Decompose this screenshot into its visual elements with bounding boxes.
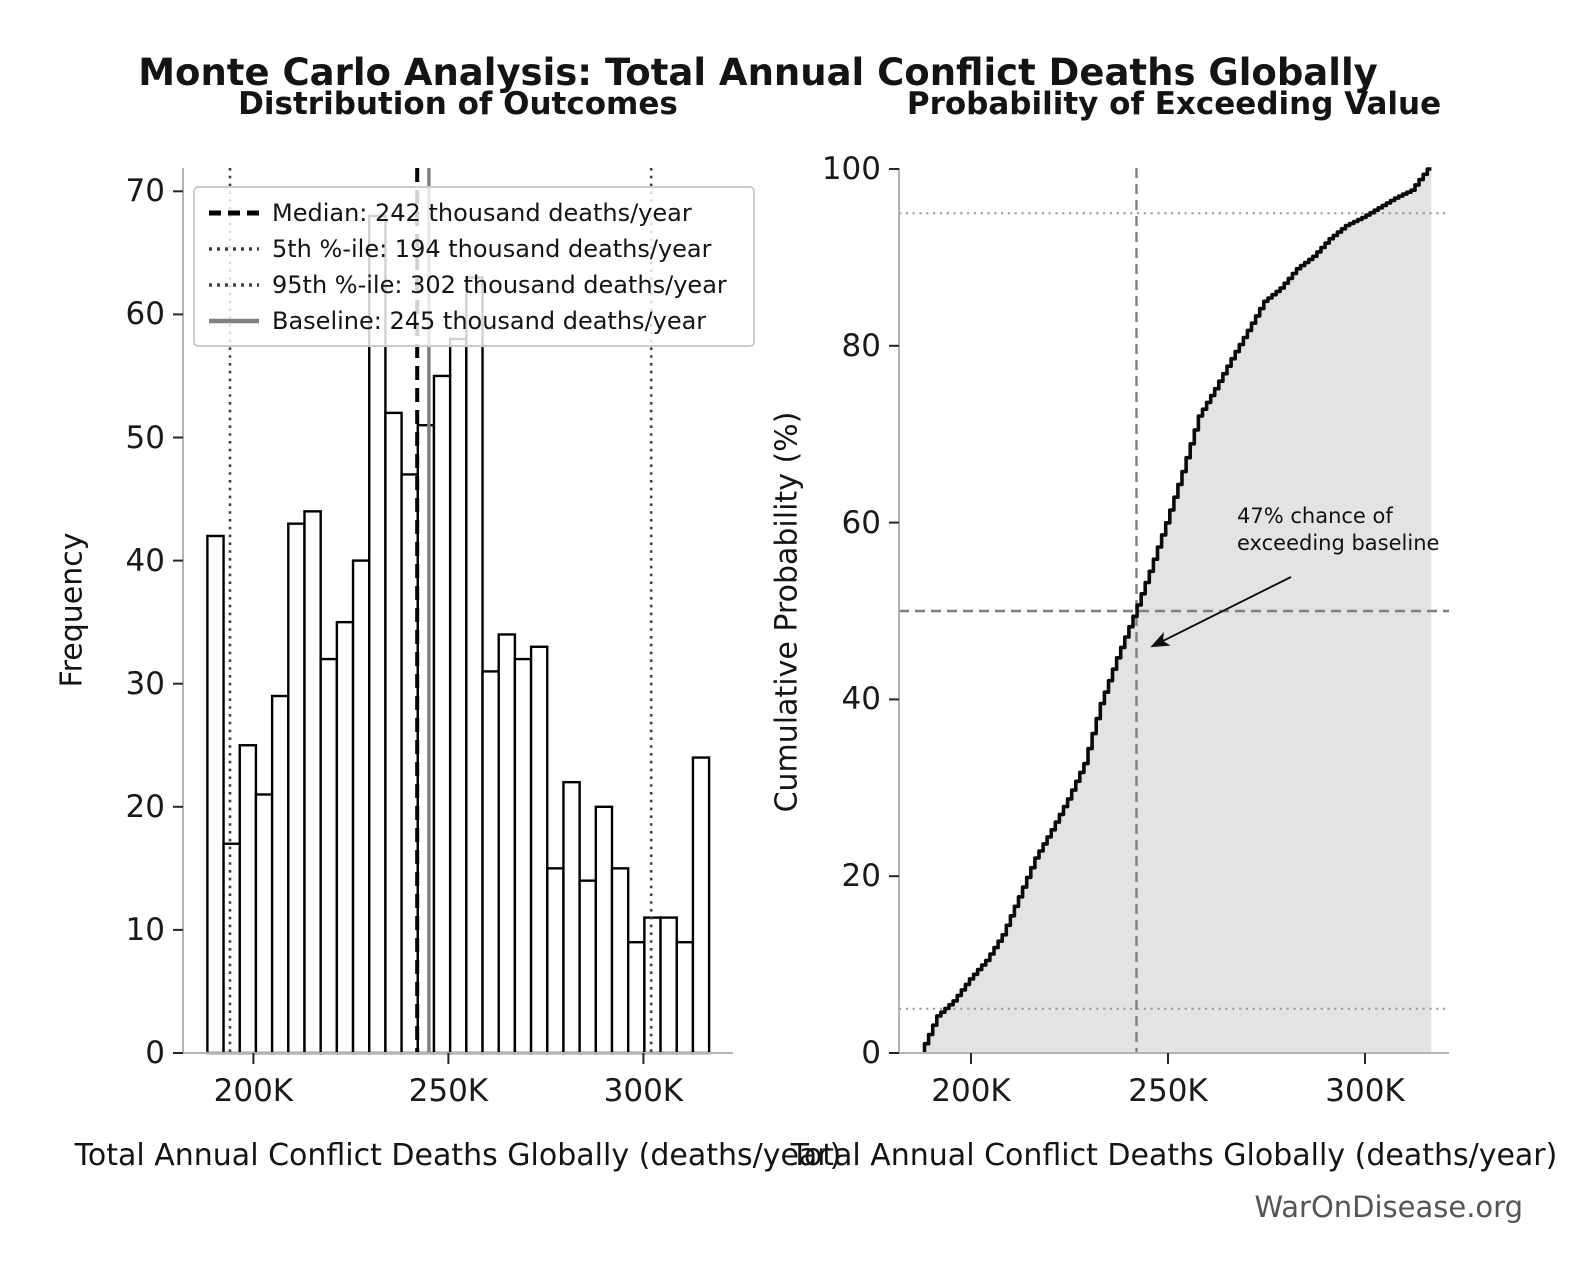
right-y-tick-label: 60 bbox=[841, 504, 881, 541]
annotation-arrow bbox=[1150, 576, 1292, 648]
histogram-ylabel: Frequency bbox=[54, 532, 90, 688]
left-y-tick-label: 60 bbox=[125, 296, 165, 333]
histogram-bar bbox=[610, 867, 630, 1055]
histogram-bar bbox=[238, 744, 258, 1055]
left-x-tick-label: 300K bbox=[603, 1073, 684, 1109]
histogram-bar bbox=[481, 670, 500, 1055]
histogram-bar bbox=[319, 657, 339, 1055]
histogram-bar bbox=[529, 645, 549, 1055]
dotted-line-swatch-icon bbox=[209, 246, 259, 251]
histogram-bar bbox=[254, 793, 274, 1055]
legend: Median: 242 thousand deaths/year 5th %-il… bbox=[193, 186, 755, 347]
histogram-bar bbox=[659, 916, 678, 1055]
cdf-ylabel: Cumulative Probability (%) bbox=[769, 411, 805, 813]
dotted-line-swatch-icon bbox=[209, 282, 259, 287]
right-y-tick-label: 0 bbox=[861, 1035, 881, 1071]
solid-line-swatch-icon bbox=[209, 318, 259, 323]
legend-label: 5th %-ile: 194 thousand deaths/year bbox=[272, 234, 712, 263]
cdf-curve bbox=[922, 167, 1432, 1053]
histogram-bar bbox=[432, 374, 452, 1055]
histogram-bar bbox=[465, 276, 484, 1055]
legend-item-p95: 95th %-ile: 302 thousand deaths/year bbox=[208, 269, 740, 300]
right-y-tick-label: 40 bbox=[841, 681, 881, 718]
left-y-tick-label: 20 bbox=[125, 788, 165, 825]
left-y-tick-label: 50 bbox=[125, 419, 165, 456]
legend-item-p5: 5th %-ile: 194 thousand deaths/year bbox=[208, 233, 740, 264]
histogram-bar bbox=[303, 510, 322, 1055]
histogram-bar bbox=[416, 423, 436, 1055]
legend-item-median: Median: 242 thousand deaths/year bbox=[208, 197, 740, 228]
histogram-plot-area bbox=[173, 168, 733, 1064]
histogram-bar bbox=[497, 633, 517, 1055]
left-y-tick-label: 30 bbox=[125, 665, 165, 702]
histogram-bar bbox=[594, 805, 614, 1055]
histogram-bar bbox=[270, 694, 290, 1055]
histogram-bar bbox=[578, 879, 598, 1055]
cdf-annotation-line2: exceeding baseline bbox=[1237, 531, 1440, 555]
left-x-tick-label: 200K bbox=[213, 1073, 294, 1109]
histogram-bar bbox=[691, 756, 711, 1055]
right-x-tick-label: 200K bbox=[931, 1073, 1011, 1109]
histogram-bar bbox=[384, 411, 403, 1055]
right-y-tick-label: 80 bbox=[841, 327, 881, 364]
dashed-line-swatch-icon bbox=[209, 210, 259, 215]
watermark: WarOnDisease.org bbox=[1254, 1190, 1523, 1224]
left-y-tick-label: 0 bbox=[145, 1035, 165, 1071]
legend-label: Baseline: 245 thousand deaths/year bbox=[272, 306, 707, 335]
histogram-xlabel: Total Annual Conflict Deaths Globally (d… bbox=[74, 1138, 842, 1173]
histogram-title: Distribution of Outcomes bbox=[238, 86, 678, 122]
left-y-tick-label: 10 bbox=[125, 911, 165, 948]
legend-label: Median: 242 thousand deaths/year bbox=[272, 198, 692, 227]
right-y-tick-label: 20 bbox=[841, 858, 881, 895]
left-y-tick-label: 70 bbox=[125, 173, 165, 210]
histogram-bar bbox=[335, 620, 355, 1055]
cdf-annotation-line1: 47% chance of bbox=[1237, 504, 1393, 528]
cdf-annotation: 47% chance of exceeding baseline bbox=[1237, 503, 1439, 557]
histogram-bar bbox=[287, 522, 306, 1055]
legend-item-baseline: Baseline: 245 thousand deaths/year bbox=[208, 305, 740, 336]
cdf-xlabel: Total Annual Conflict Deaths Globally (d… bbox=[790, 1138, 1558, 1173]
histogram-bar bbox=[448, 337, 468, 1055]
cdf-plot-area bbox=[889, 167, 1449, 1064]
histogram-bar bbox=[643, 916, 662, 1055]
histogram-bar bbox=[222, 842, 241, 1055]
left-y-tick-label: 40 bbox=[125, 542, 165, 579]
right-x-tick-label: 250K bbox=[1128, 1073, 1208, 1109]
right-y-tick-label: 100 bbox=[821, 151, 881, 187]
cdf-title: Probability of Exceeding Value bbox=[906, 86, 1442, 122]
histogram-bar bbox=[351, 559, 371, 1055]
histogram-bar bbox=[206, 534, 225, 1055]
figure-title: Monte Carlo Analysis: Total Annual Confl… bbox=[138, 51, 1378, 94]
legend-label: 95th %-ile: 302 thousand deaths/year bbox=[272, 270, 727, 299]
histogram-bar bbox=[675, 941, 695, 1055]
right-x-tick-label: 300K bbox=[1325, 1073, 1405, 1109]
histogram-bar bbox=[513, 657, 533, 1055]
histogram-bar bbox=[562, 780, 581, 1055]
left-x-tick-label: 250K bbox=[408, 1073, 489, 1109]
histogram-bar bbox=[626, 941, 646, 1055]
histogram-bar bbox=[546, 867, 565, 1055]
